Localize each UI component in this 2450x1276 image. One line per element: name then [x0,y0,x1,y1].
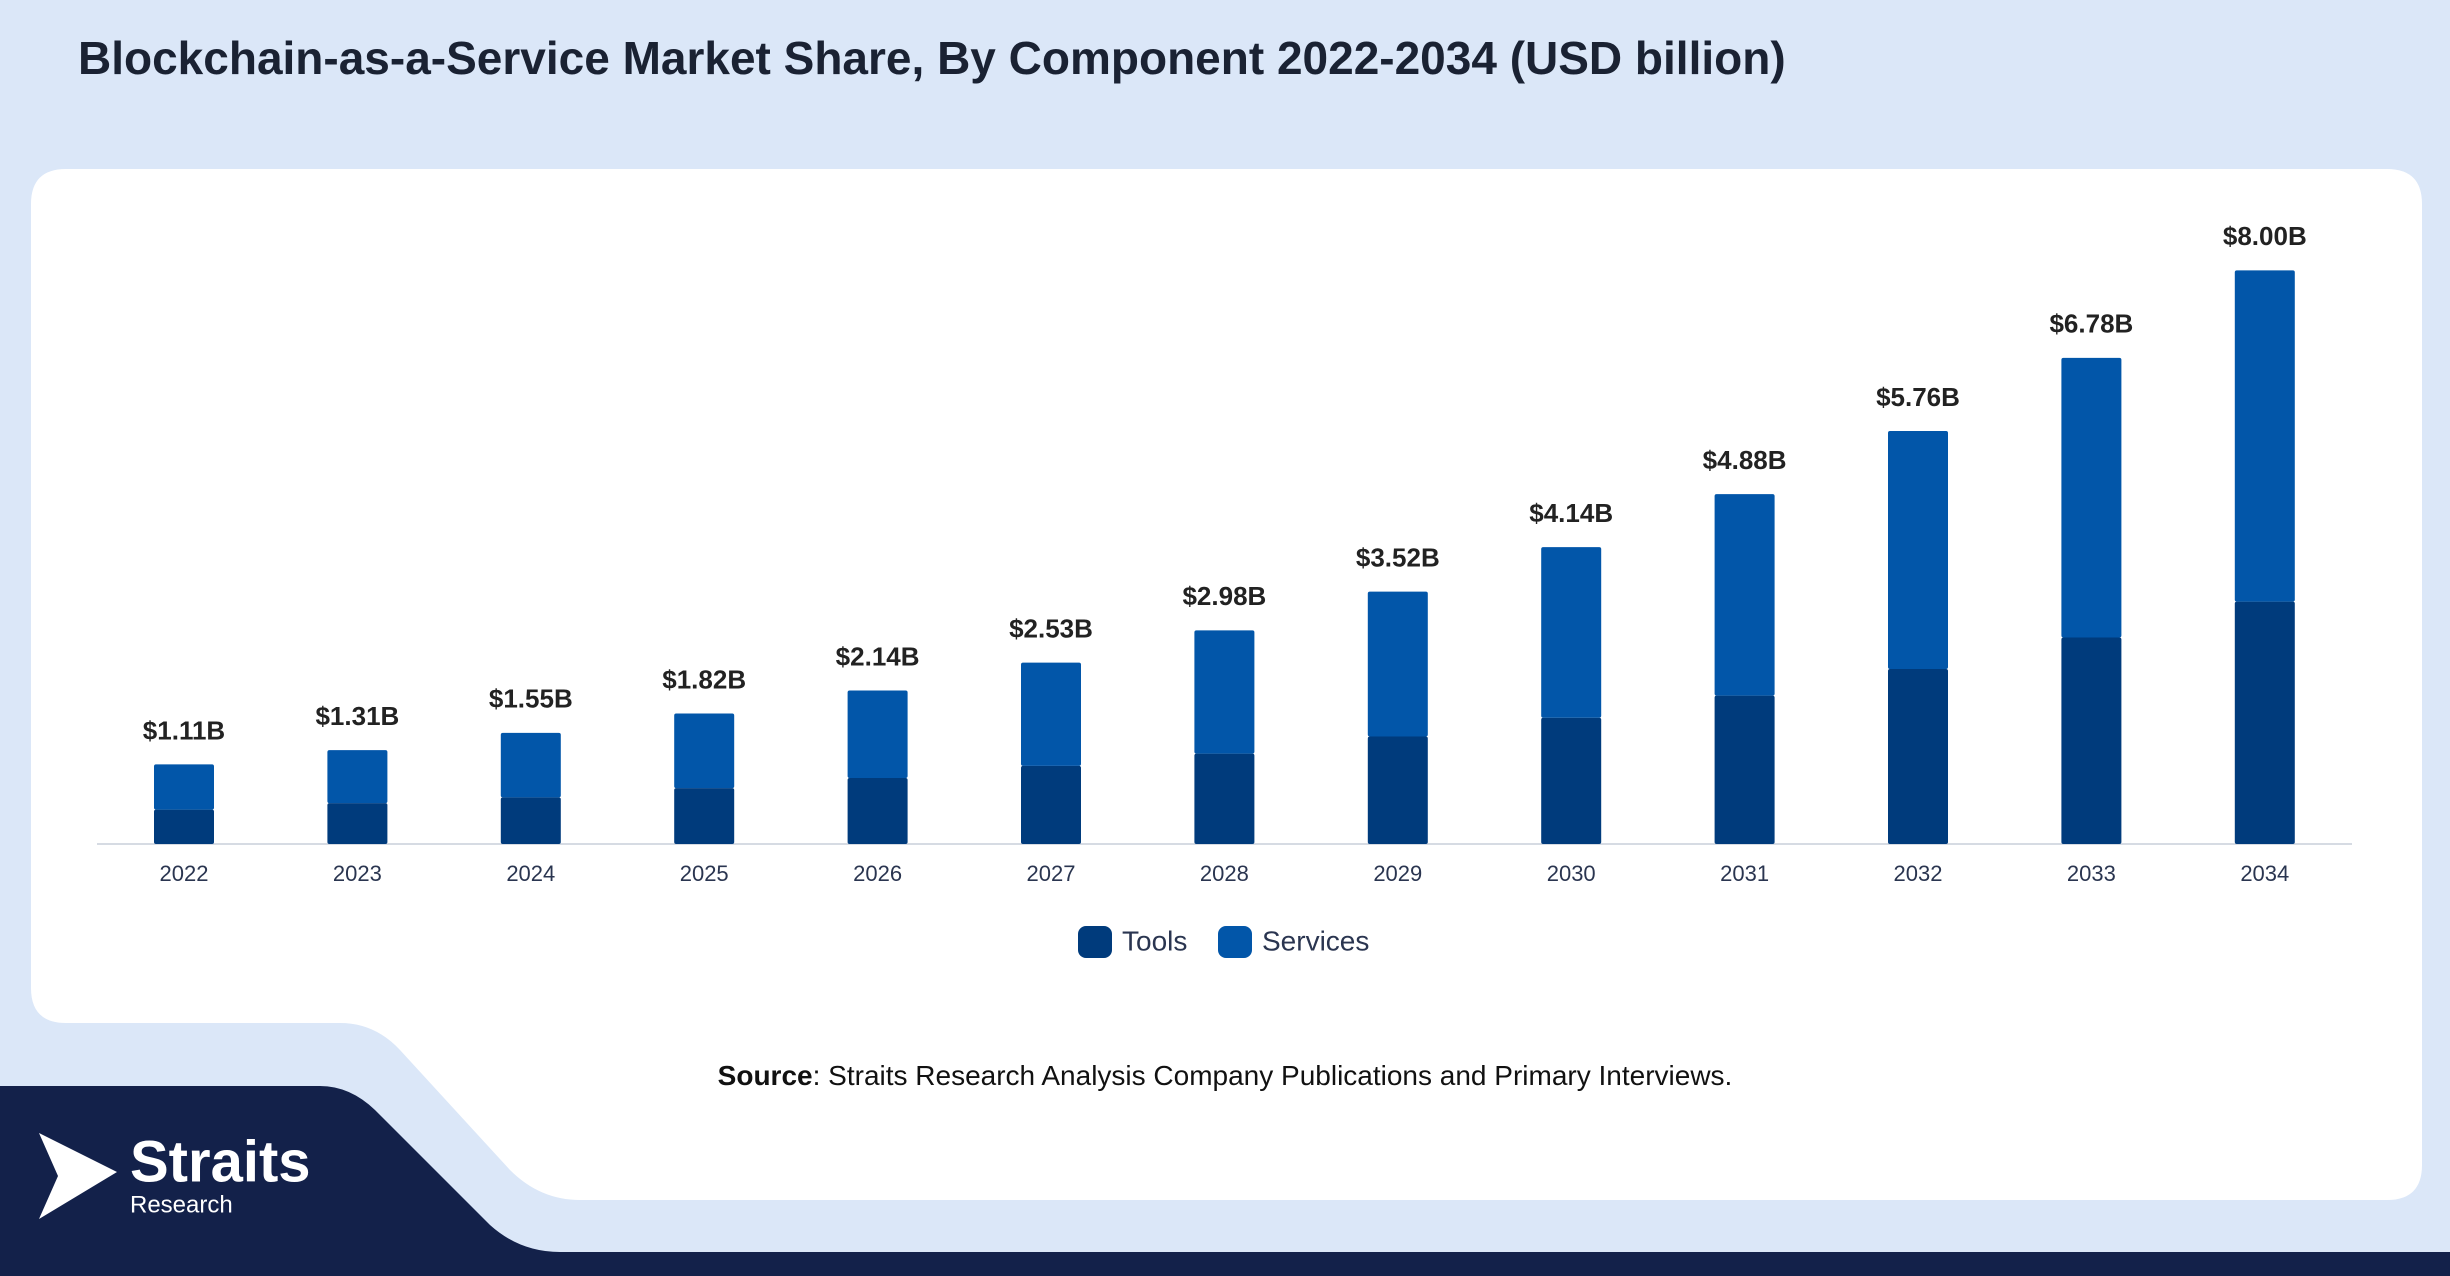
bar-segment [1367,591,1428,737]
bar-segment [1367,736,1428,844]
bar-segment [1714,695,1775,844]
bar-segment [674,788,735,844]
legend-label: Services [1262,925,1369,956]
bar-segment [2061,357,2122,638]
source: Source: Straits Research Analysis Compan… [718,1060,1733,1091]
total-label: $2.53B [1009,613,1093,643]
bar-segment [500,732,561,798]
bar-segment [327,803,388,844]
legend-swatch [1218,926,1252,958]
total-label: $5.76B [1876,382,1960,412]
bar-segment [154,764,214,810]
bar-segment [1541,547,1602,718]
total-label: $3.52B [1356,542,1440,572]
total-label: $1.11B [143,715,225,745]
bar-segment [1021,662,1081,766]
plot: $1.11B 2022 $1.31B 2023 $1.55B 2024 $1.82B 2025… [97,221,2352,958]
source-text: : Straits Research Analysis Company Publ… [813,1060,1733,1091]
bar-segment [847,778,908,844]
x-tick-label: 2034 [2240,861,2289,886]
x-tick-label: 2030 [1547,861,1596,886]
bar-segment [500,797,561,844]
bar-segment [1888,430,1948,670]
total-label: $6.78B [2049,309,2133,339]
bar-segment [1021,765,1081,844]
x-tick-label: 2033 [2067,861,2116,886]
source-label: Source [718,1060,813,1091]
x-tick-label: 2023 [333,861,382,886]
total-label: $4.14B [1529,498,1613,528]
footer-band [0,1086,2450,1276]
bar-segment [2234,270,2295,602]
total-label: $1.31B [315,701,399,731]
logo-icon [39,1133,117,1219]
x-tick-label: 2032 [1894,861,1943,886]
total-label: $2.98B [1182,581,1266,611]
bar-segment [1714,494,1775,696]
bar-segment [847,690,908,779]
bar-segment [674,713,735,789]
x-tick-label: 2026 [853,861,902,886]
bar-segment [1888,669,1948,844]
legend-swatch [1078,926,1112,958]
x-tick-label: 2025 [680,861,729,886]
bar-segment [327,750,388,804]
x-tick-label: 2028 [1200,861,1249,886]
total-label: $1.55B [489,684,573,714]
total-label: $4.88B [1703,445,1787,475]
bar-segment [1541,717,1602,844]
total-label: $2.14B [836,641,920,671]
x-tick-label: 2029 [1373,861,1422,886]
bar-segment [2234,601,2295,844]
bar-segment [1194,753,1255,844]
x-tick-label: 2022 [160,861,209,886]
x-tick-label: 2031 [1720,861,1769,886]
chart-title: Blockchain-as-a-Service Market Share, By… [78,32,1786,84]
total-label: $8.00B [2223,221,2307,251]
bar-segment [154,809,214,844]
total-label: $1.82B [662,664,746,694]
logo-sub: Research [130,1191,233,1218]
legend-label: Tools [1122,925,1187,956]
x-tick-label: 2024 [506,861,555,886]
bar-segment [1194,630,1255,754]
bar-segment [2061,637,2122,844]
x-tick-label: 2027 [1027,861,1076,886]
logo-name: Straits [130,1129,311,1194]
